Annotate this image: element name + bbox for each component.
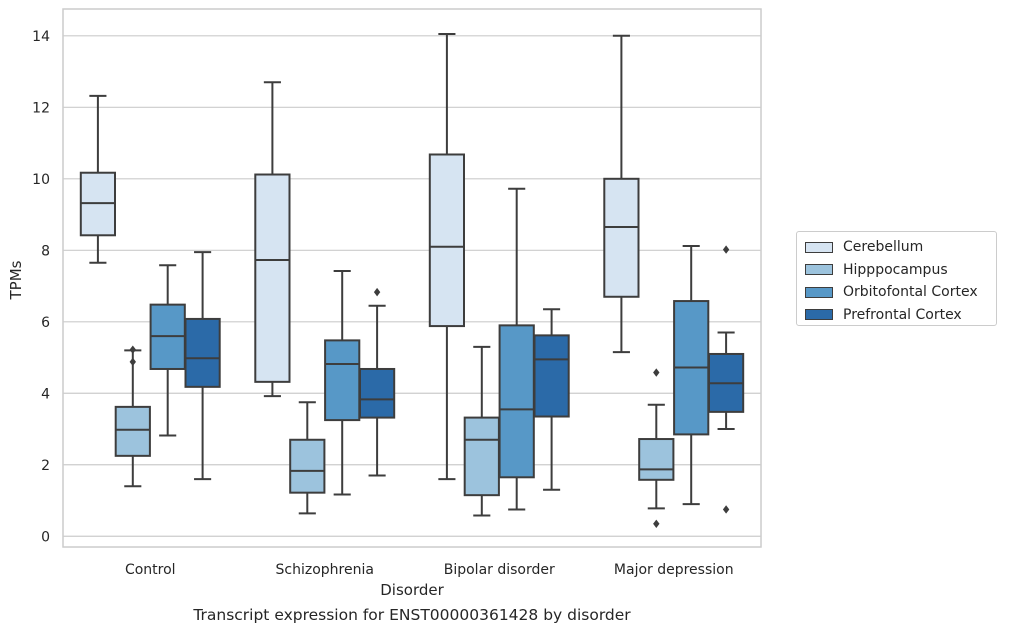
x-tick-label: Bipolar disorder [444,562,555,578]
box-iqr [463,416,500,497]
box-iqr [358,367,396,419]
legend-swatch [805,264,833,276]
outlier-point [653,519,660,528]
chart-caption: Transcript expression for ENST0000036142… [193,606,631,624]
y-axis-label: TPMs [7,260,25,300]
outlier-point [722,245,730,254]
y-tick-label: 4 [41,386,50,402]
box-iqr [254,173,291,383]
box-iqr [603,177,640,298]
y-tick-label: 10 [32,172,50,188]
outlier-point [129,357,136,367]
legend-label: Prefrontal Cortex [843,306,962,323]
legend-label: Hipppocampus [843,261,948,278]
y-tick-label: 0 [41,529,50,545]
box-3-1 [638,368,675,528]
x-axis-label: Disorder [380,581,444,599]
box-1-3 [358,287,396,477]
legend-label: Cerebellum [843,239,924,256]
y-tick-label: 12 [32,100,50,116]
outlier-point [373,287,381,297]
box-iqr [498,324,535,479]
x-tick-label: Major depression [614,562,734,578]
box-3-3 [707,245,745,514]
y-tick-label: 6 [41,315,50,331]
box-iqr [184,317,221,388]
box-0-1 [114,345,151,488]
legend-item: Cerebellum [805,236,996,259]
box-1-1 [289,401,326,515]
outlier-point [653,368,660,377]
box-2-2 [498,187,535,511]
y-tick-label: 8 [41,243,50,259]
box-iqr [533,334,570,418]
box-3-0 [603,34,640,354]
box-iqr [428,153,466,328]
box-3-2 [673,245,710,506]
outlier-point [129,345,136,354]
legend-label: Orbitofontal Cortex [843,284,978,301]
box-2-3 [533,308,570,491]
box-iqr [289,438,326,494]
box-0-3 [184,251,221,481]
legend: Cerebellum Hipppocampus Orbitofontal Cor… [796,231,997,326]
legend-swatch [805,241,833,253]
legend-swatch [805,309,833,321]
box-1-0 [254,81,291,398]
legend-swatch [805,286,833,298]
y-tick-label: 14 [32,29,50,45]
box-2-0 [428,33,466,481]
legend-item: Hipppocampus [805,259,996,282]
x-tick-label: Control [125,562,176,578]
box-iqr [114,405,151,457]
box-0-2 [149,264,186,437]
box-iqr [324,339,361,422]
box-iqr [638,438,675,481]
legend-item: Prefrontal Cortex [805,304,996,327]
box-1-2 [324,270,361,496]
y-tick-label: 2 [41,458,50,474]
legend-item: Orbitofontal Cortex [805,281,996,304]
box-0-0 [79,94,117,264]
outlier-point [722,505,730,514]
x-tick-label: Schizophrenia [276,562,374,578]
